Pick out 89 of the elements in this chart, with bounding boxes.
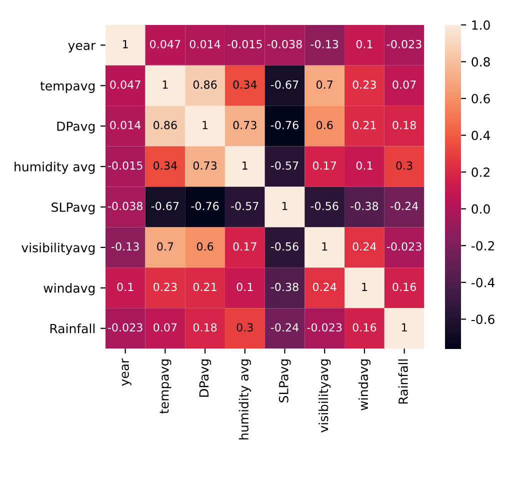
data-label: 1: [282, 202, 288, 210]
data-label: 1: [362, 282, 367, 291]
data-label: -0.76: [191, 202, 219, 210]
data-label: -0.015: [228, 40, 262, 48]
data-label: 0.1: [117, 282, 134, 292]
data-label: 0.24: [312, 282, 336, 292]
y-tick-label: SLPavg: [52, 202, 95, 214]
data-label: -0.67: [151, 202, 179, 210]
data-label: -0.57: [231, 202, 258, 210]
data-label: 1: [322, 242, 328, 251]
data-label: -0.24: [390, 202, 418, 210]
data-label: -0.038: [108, 202, 142, 210]
data-label: 0.86: [154, 120, 177, 130]
x-tick-label: windavg: [358, 359, 370, 410]
data-label: -0.015: [108, 161, 142, 170]
data-label: 1: [162, 80, 168, 89]
data-label: -0.023: [307, 323, 342, 332]
data-label: 0.73: [193, 161, 217, 170]
color-bar-label: 0.0: [472, 204, 490, 214]
data-label: 0.34: [233, 80, 257, 89]
y-tick-label: windavg: [44, 283, 95, 296]
data-label: -0.023: [386, 242, 422, 251]
color-bar-label: 1.0: [472, 20, 490, 30]
y-tick-label: visibilityavg: [22, 242, 95, 255]
color-bar-label: 0.6: [472, 94, 490, 104]
data-label: -0.13: [111, 242, 139, 251]
y-tick-label: humidity avg: [14, 162, 95, 174]
data-label: -0.13: [310, 40, 338, 48]
data-label: -0.67: [270, 80, 298, 89]
y-tick-label: DPavg: [57, 122, 95, 134]
data-label: 0.73: [233, 120, 256, 130]
x-tick-label: DPavg: [199, 359, 212, 397]
data-label: 0.16: [392, 282, 416, 292]
color-bar-label: -0.4: [471, 278, 495, 288]
data-label: -0.56: [310, 202, 338, 210]
data-label: 1: [123, 40, 128, 48]
data-label: 0.1: [356, 161, 372, 170]
x-tick-label: Rainfall: [398, 359, 408, 404]
data-label: 0.07: [392, 80, 416, 89]
data-label: 0.1: [236, 282, 253, 292]
x-tick-label: humidity avg: [238, 359, 251, 440]
data-label: 0.21: [193, 282, 216, 292]
data-label: 0.17: [312, 161, 336, 170]
data-label: 0.6: [316, 120, 333, 130]
data-label: 0.16: [352, 323, 376, 332]
x-tick-label: visibilityavg: [318, 359, 331, 432]
y-tick-label: Rainfall: [50, 324, 95, 334]
data-label: -0.76: [270, 120, 298, 130]
data-label: 0.23: [352, 80, 376, 89]
color-bar-label: -0.6: [471, 314, 494, 324]
data-label: 0.18: [392, 120, 416, 130]
data-label: 1: [242, 161, 248, 170]
data-label: 0.1: [356, 40, 372, 48]
data-label: 0.86: [193, 80, 217, 89]
data-label: 0.23: [154, 282, 177, 292]
data-label: -0.023: [108, 323, 142, 332]
color-bar-label: -0.2: [471, 241, 494, 251]
data-label: 0.18: [193, 323, 217, 332]
data-label: 0.014: [190, 40, 220, 48]
color-bar-label: 0.2: [472, 168, 490, 177]
x-tick-label: SLPavg: [278, 359, 291, 402]
color-bar-label: 0.4: [472, 130, 490, 140]
data-label: 0.21: [352, 120, 376, 130]
color-bar-label: 0.8: [472, 57, 490, 67]
data-label: 0.24: [352, 242, 376, 251]
data-label: -0.023: [386, 40, 422, 48]
y-tick-label: tempavg: [40, 82, 95, 93]
data-label: -0.56: [270, 242, 298, 251]
data-label: -0.57: [270, 161, 298, 170]
data-label: 0.6: [196, 242, 214, 251]
data-label: -0.38: [350, 202, 378, 210]
data-label: -0.038: [267, 40, 302, 48]
data-label: 0.17: [233, 242, 256, 251]
data-label: 0.014: [110, 120, 141, 130]
x-tick-label: year: [122, 358, 132, 386]
data-label: -0.24: [270, 323, 298, 332]
x-tick-label: tempavg: [160, 359, 172, 414]
data-label: 1: [202, 121, 208, 130]
data-label: 0.7: [157, 242, 174, 251]
data-label: 0.047: [150, 40, 180, 48]
data-label: 1: [402, 323, 407, 332]
data-label: 0.7: [316, 80, 332, 89]
data-label: 0.047: [110, 80, 140, 89]
data-label: 0.34: [154, 161, 177, 170]
data-label: 0.3: [396, 161, 412, 170]
data-label: 0.07: [154, 323, 177, 332]
y-tick-label: year: [68, 42, 96, 52]
data-label: 0.3: [236, 323, 253, 332]
data-label: -0.38: [270, 282, 298, 292]
